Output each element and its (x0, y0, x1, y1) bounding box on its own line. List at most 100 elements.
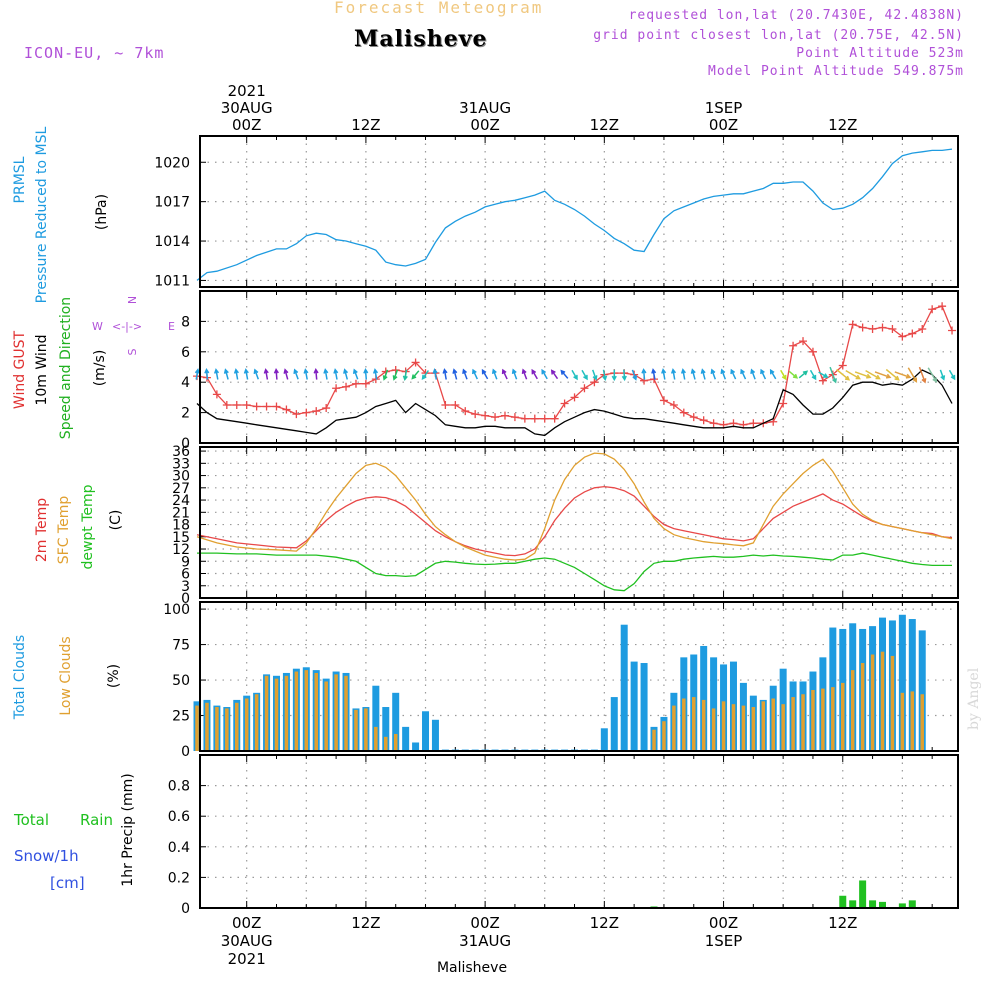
wind-arrow (372, 368, 379, 380)
wind-arrow (432, 368, 438, 380)
bottom-time-label: 1SEP (705, 932, 743, 950)
wind-arrow (700, 368, 706, 380)
wind-arrow (948, 369, 956, 381)
wind-arrow (283, 368, 289, 380)
gust-marker (312, 407, 321, 416)
panel-clouds: 0 25 50 75 100 (163, 601, 959, 760)
panel-precip: 0 0.2 0.4 0.6 0.8 (168, 754, 959, 917)
gust-marker (451, 401, 460, 409)
y-tick-label: 36 (172, 444, 190, 460)
precip-unit-label: 1hr Precip (mm) (120, 773, 136, 886)
low-cloud-bar (215, 707, 219, 751)
wind-gust-label: Wind GUST (12, 330, 28, 409)
wind-arrow (233, 368, 239, 380)
wind-arrow (865, 369, 881, 380)
y-tick-label: 100 (163, 602, 190, 618)
snow-unit-label: [cm] (50, 874, 85, 892)
wind-arrow (907, 367, 918, 383)
wind-arrow (730, 368, 737, 380)
wind-arrow (442, 368, 448, 380)
total-cloud-bar (372, 685, 380, 751)
wind-arrow (885, 368, 900, 381)
low-cloud-bar (781, 704, 785, 751)
wind-arrow (602, 369, 608, 382)
wind-arrow (541, 368, 548, 380)
wind-arrow (829, 366, 837, 384)
10m-wind-label: 10m Wind (34, 334, 50, 405)
gust-marker (322, 404, 331, 413)
low-cloud-bar (294, 671, 299, 751)
low-cloud-bar (304, 670, 309, 751)
low-cloud-bar (691, 697, 696, 751)
y-tick-label: 27 (172, 481, 190, 497)
low-cloud-bar (235, 702, 239, 751)
gust-marker (749, 419, 758, 428)
gust-marker (282, 405, 291, 414)
rain-bar (869, 900, 877, 908)
panel-frame (199, 754, 959, 909)
low-cloud-bar (374, 726, 378, 751)
gust-marker (272, 402, 281, 411)
wind-arrow (204, 368, 210, 380)
low-cloud-bar (741, 705, 746, 751)
gust-marker (918, 325, 927, 333)
gust-marker (699, 416, 708, 425)
rain-bar (898, 903, 906, 908)
bottom-time-label: 00Z (709, 914, 738, 932)
top-time-label: 00Z (470, 116, 499, 134)
gust-marker (779, 399, 788, 408)
wind-arrow (472, 368, 478, 380)
wind-arrow (918, 366, 927, 384)
y-tick-label: 8 (181, 314, 190, 330)
y-tick-label: 33 (172, 456, 190, 472)
gust-marker (292, 410, 301, 419)
low-cloud-bar (652, 729, 656, 751)
gust-marker (560, 399, 569, 408)
temp-unit-label: (C) (108, 510, 124, 531)
wind-arrow (213, 368, 220, 380)
gust-marker (252, 402, 261, 411)
y-tick-label: 1011 (154, 273, 190, 289)
wind-arrow (363, 368, 369, 380)
gust-marker (848, 320, 857, 329)
low-cloud-bar (334, 674, 338, 751)
sfc-temp-label: SFC Temp (56, 496, 72, 565)
panel-frame (199, 135, 959, 288)
wind-arrow (194, 368, 200, 380)
compass-n: N (126, 296, 139, 304)
compass-ew-arrows: <-|-> (112, 320, 142, 333)
gust-marker (580, 384, 589, 393)
gust-marker (520, 414, 529, 423)
speed-direction-label: Speed and Direction (58, 297, 74, 439)
y-tick-label: 18 (172, 518, 190, 534)
total-cloud-bar (898, 614, 906, 751)
low-cloud-bar (364, 708, 368, 751)
rain-label: Rain (80, 811, 113, 829)
total-cloud-bar (640, 663, 648, 751)
gust-marker (361, 379, 370, 388)
low-cloud-bar (244, 698, 249, 751)
model-label: ICON-EU, ~ 7km (24, 44, 165, 62)
gust-marker (868, 325, 877, 333)
y-tick-label: 6 (181, 345, 190, 361)
gust-marker (908, 329, 917, 338)
low-cloud-bar (850, 670, 855, 751)
gust-marker (332, 384, 341, 393)
top-time-label: 1SEP (705, 99, 743, 117)
gust-marker (242, 401, 251, 409)
gust-marker (500, 411, 509, 420)
gust-marker (669, 401, 678, 409)
low-cloud-bar (254, 694, 259, 751)
wind-arrow (651, 368, 657, 380)
gust-marker (342, 382, 351, 391)
y-tick-label: 2 (181, 406, 190, 422)
wind-arrow (560, 369, 569, 379)
bottom-time-label: 12Z (828, 914, 857, 932)
bottom-time-label: 12Z (351, 914, 380, 932)
wind-arrow (927, 367, 937, 383)
wind-arrow (382, 369, 389, 381)
gust-marker (570, 393, 579, 402)
wind-arrow (760, 368, 767, 380)
